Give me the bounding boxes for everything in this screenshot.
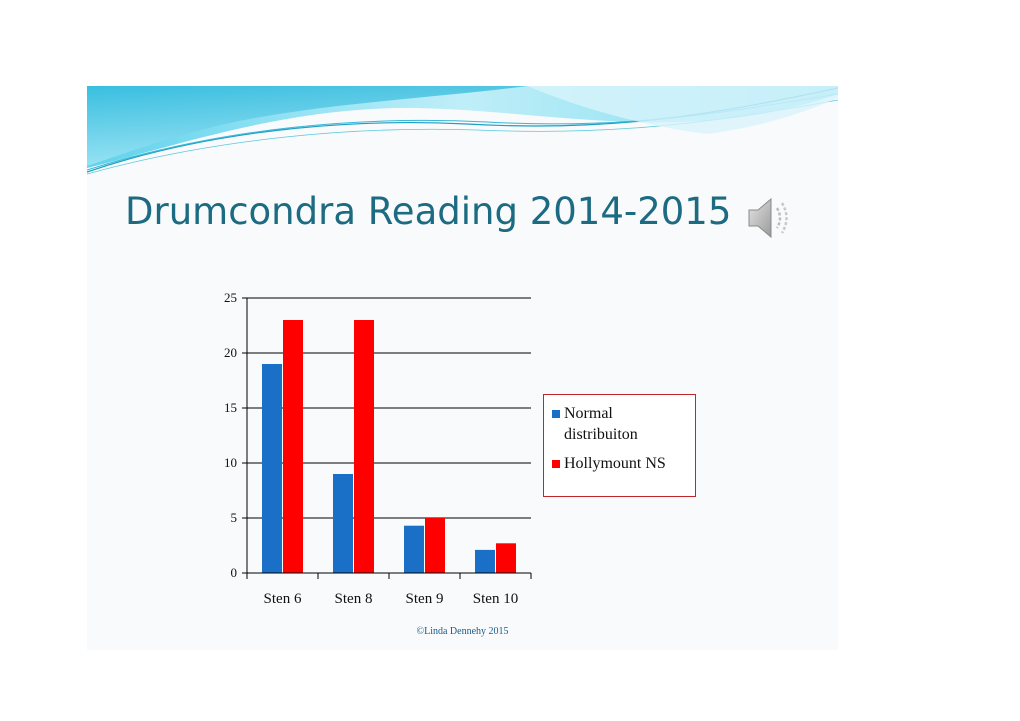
bar-hollymount-sten-10 xyxy=(496,543,516,573)
bar-normal-sten-8 xyxy=(333,474,353,573)
y-tick-label: 0 xyxy=(231,565,238,580)
legend-label-hollymount: Hollymount NS xyxy=(564,455,666,472)
bars xyxy=(262,320,516,573)
bar-normal-sten-9 xyxy=(404,525,424,573)
y-tick-label: 25 xyxy=(224,290,237,305)
slide-title: Drumcondra Reading 2014-2015 xyxy=(125,190,732,233)
bar-normal-sten-6 xyxy=(262,364,282,573)
x-tick-label: Sten 8 xyxy=(335,591,373,607)
axes xyxy=(242,297,532,579)
wave-banner xyxy=(87,86,838,175)
axis-labels: 0 5 10 15 20 25 Sten 6 Sten 8 Sten 9 Sten 10 xyxy=(224,290,518,607)
bar-normal-sten-10 xyxy=(475,549,495,573)
y-tick-label: 10 xyxy=(224,455,237,470)
slide: Drumcondra Reading 2014-2015 0 5 10 15 20 25 S… xyxy=(87,86,838,650)
bar-hollymount-sten-6 xyxy=(283,320,303,573)
chart-legend: Normal distribuiton Hollymount NS xyxy=(543,394,696,497)
legend-swatch-hollymount xyxy=(552,460,560,468)
x-tick-label: Sten 10 xyxy=(473,591,518,607)
x-tick-label: Sten 6 xyxy=(264,591,302,607)
legend-swatch-normal xyxy=(552,410,560,418)
y-tick-label: 20 xyxy=(224,345,237,360)
bar-hollymount-sten-9 xyxy=(425,518,445,573)
speaker-icon[interactable] xyxy=(747,194,797,242)
x-tick-label: Sten 9 xyxy=(406,591,444,607)
y-tick-label: 15 xyxy=(224,400,237,415)
y-tick-label: 5 xyxy=(231,510,238,525)
legend-label-normal: Normal distribuiton xyxy=(564,405,638,443)
copyright-notice: ©Linda Dennehy 2015 xyxy=(416,626,509,637)
bar-chart: 0 5 10 15 20 25 Sten 6 Sten 8 Sten 9 Sten 10 xyxy=(224,290,532,607)
legend-entry-hollymount: Hollymount NS xyxy=(552,453,666,474)
bar-hollymount-sten-8 xyxy=(354,320,374,573)
legend-entry-normal: Normal distribuiton xyxy=(552,403,674,445)
